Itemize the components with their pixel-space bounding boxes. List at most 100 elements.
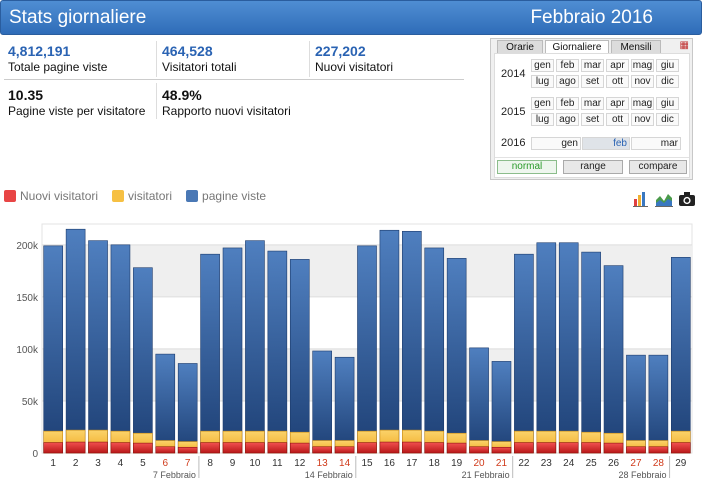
calendar-icon[interactable]: ▦: [679, 40, 689, 51]
month-2014-giu[interactable]: giu: [656, 59, 679, 72]
bar-pageviews: [43, 245, 64, 454]
bar-pageviews: [133, 267, 153, 454]
bar-new-visitors: [245, 442, 265, 454]
x-tick-label: 1: [50, 458, 56, 469]
y-tick-label: 200k: [16, 241, 39, 252]
legend-pageviews[interactable]: pagine viste: [186, 189, 266, 203]
bar-new-visitors: [222, 442, 243, 454]
bar-new-visitors: [357, 442, 377, 454]
month-2016-mar[interactable]: mar: [631, 137, 681, 150]
bar-pageviews: [581, 251, 601, 454]
x-tick-label: 11: [272, 458, 283, 469]
month-2014-ott[interactable]: ott: [606, 75, 629, 88]
stat-label: Rapporto nuovi visitatori: [162, 104, 291, 118]
bar-new-visitors: [581, 442, 601, 454]
date-picker-panel: Orarie Giornaliere Mensili ▦ 2014 gen feb…: [490, 38, 693, 180]
month-2014-set[interactable]: set: [581, 75, 604, 88]
page-title: Stats giornaliere: [9, 6, 147, 28]
bar-pageviews: [558, 242, 579, 454]
bar-pageviews: [514, 253, 534, 454]
x-tick-label: 26: [608, 458, 620, 469]
month-2015-mag[interactable]: mag: [631, 97, 654, 110]
bar-pageviews: [648, 354, 669, 454]
month-2016-feb[interactable]: feb: [582, 137, 630, 150]
mode-normal-button[interactable]: normal: [497, 160, 557, 174]
x-tick-label: 5: [140, 458, 146, 469]
mode-range-button[interactable]: range: [563, 160, 623, 174]
x-tick-label: 12: [294, 458, 306, 469]
x-tick-label: 7: [185, 458, 191, 469]
stat-pages-per-visitor: 10.35 Pagine viste per visitatore: [8, 87, 145, 118]
month-2014-ago[interactable]: ago: [556, 75, 579, 88]
month-2014-nov[interactable]: nov: [631, 75, 654, 88]
bar-new-visitors: [334, 446, 355, 454]
legend-label: pagine viste: [202, 189, 267, 203]
chart-tools: [632, 190, 698, 208]
stat-label: Nuovi visitatori: [315, 60, 394, 74]
month-2014-apr[interactable]: apr: [606, 59, 629, 72]
camera-icon[interactable]: [678, 190, 696, 208]
x-tick-label: 9: [230, 458, 236, 469]
month-2015-ott[interactable]: ott: [606, 113, 629, 126]
month-2015-dic[interactable]: dic: [656, 113, 679, 126]
month-2014-mag[interactable]: mag: [631, 59, 654, 72]
x-tick-label: 29: [675, 458, 687, 469]
stat-total-pageviews: 4,812,191 Totale pagine viste: [8, 43, 107, 74]
bar-new-visitors: [177, 446, 198, 454]
month-2015-giu[interactable]: giu: [656, 97, 679, 110]
bar-new-visitors: [133, 442, 153, 454]
x-tick-label: 8: [207, 458, 213, 469]
stat-label: Visitatori totali: [162, 60, 237, 74]
month-2014-lug[interactable]: lug: [531, 75, 554, 88]
year-label-2014: 2014: [501, 68, 526, 80]
week-label: 14 Febbraio: [305, 470, 353, 480]
month-2015-mar[interactable]: mar: [581, 97, 604, 110]
month-2015-nov[interactable]: nov: [631, 113, 654, 126]
legend-new-visitors[interactable]: Nuovi visitatori: [4, 189, 98, 203]
legend-visitors[interactable]: visitatori: [112, 189, 172, 203]
month-2014-gen[interactable]: gen: [531, 59, 554, 72]
week-label: 21 Febbraio: [462, 470, 510, 480]
stat-value: 464,528: [162, 43, 213, 59]
stat-value: 10.35: [8, 87, 44, 103]
x-tick-label: 23: [541, 458, 553, 469]
legend-label: Nuovi visitatori: [20, 189, 99, 203]
period-title: Febbraio 2016: [530, 6, 653, 28]
tab-giornaliere[interactable]: Giornaliere: [545, 40, 609, 54]
bar-chart-icon[interactable]: [632, 190, 650, 208]
month-2015-gen[interactable]: gen: [531, 97, 554, 110]
area-chart-icon[interactable]: [655, 190, 673, 208]
period-tabs: Orarie Giornaliere Mensili ▦: [491, 39, 692, 54]
month-2014-dic[interactable]: dic: [656, 75, 679, 88]
month-2015-ago[interactable]: ago: [556, 113, 579, 126]
bar-pageviews: [110, 244, 131, 454]
x-tick-label: 27: [630, 458, 642, 469]
y-tick-label: 150k: [16, 293, 39, 304]
month-2015-lug[interactable]: lug: [531, 113, 554, 126]
month-2015-feb[interactable]: feb: [556, 97, 579, 110]
x-tick-label: 3: [95, 458, 101, 469]
stat-value: 4,812,191: [8, 43, 71, 59]
stat-new-visitors: 227,202 Nuovi visitatori: [315, 43, 393, 74]
x-tick-label: 19: [451, 458, 463, 469]
month-2014-mar[interactable]: mar: [581, 59, 604, 72]
bar-pageviews: [402, 230, 422, 454]
tab-mensili[interactable]: Mensili: [611, 40, 661, 54]
chart-legend: Nuovi visitatori visitatori pagine viste: [4, 189, 280, 203]
divider: [4, 79, 464, 80]
tab-orarie[interactable]: Orarie: [497, 40, 543, 54]
x-tick-label: 4: [118, 458, 124, 469]
month-2016-gen[interactable]: gen: [531, 137, 581, 150]
divider: [309, 41, 310, 77]
stat-new-visitor-ratio: 48.9% Rapporto nuovi visitatori: [162, 87, 291, 118]
mode-compare-button[interactable]: compare: [629, 160, 687, 174]
y-tick-label: 100k: [16, 345, 39, 356]
month-2015-set[interactable]: set: [581, 113, 604, 126]
month-2015-apr[interactable]: apr: [606, 97, 629, 110]
bar-pageviews: [424, 247, 445, 454]
bar-new-visitors: [536, 442, 557, 454]
month-2014-feb[interactable]: feb: [556, 59, 579, 72]
bar-pageviews: [536, 242, 557, 454]
bar-new-visitors: [312, 446, 332, 454]
header-bar: Stats giornaliere Febbraio 2016: [0, 0, 702, 35]
